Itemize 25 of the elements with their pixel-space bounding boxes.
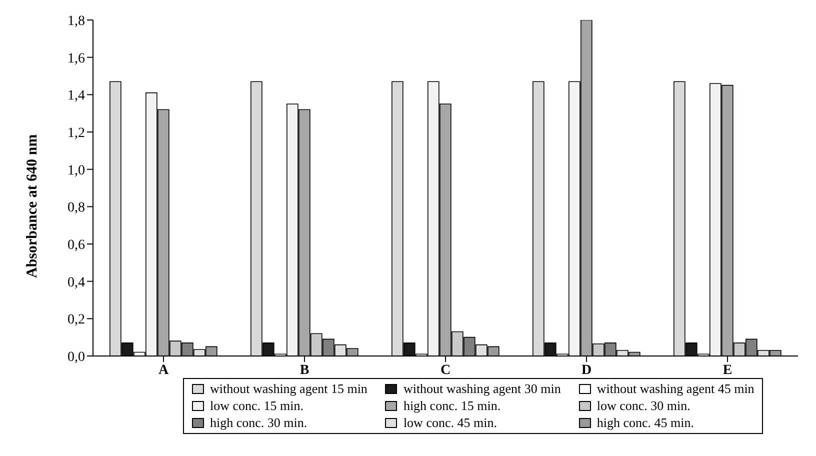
- y-tick-label: 0,0: [68, 350, 85, 365]
- legend-label: low conc. 15 min.: [210, 398, 304, 414]
- y-tick-label: 1,2: [68, 126, 85, 141]
- legend-label: without washing agent 15 min: [210, 381, 368, 397]
- x-tick-label: A: [158, 362, 170, 378]
- y-tick-label: 0,8: [68, 200, 85, 216]
- legend-label: high conc. 15 min.: [403, 398, 501, 414]
- legend-label: low conc. 45 min.: [403, 415, 497, 431]
- y-tick-label: 1,8: [68, 14, 85, 29]
- y-tick-label: 1,4: [68, 88, 85, 104]
- x-tick-label: C: [440, 362, 451, 378]
- legend-label: high conc. 30 min.: [210, 415, 308, 431]
- legend-label: without washing agent 45 min: [596, 381, 754, 397]
- y-axis-title: Absorbance at 640 nm: [24, 134, 40, 278]
- y-tick-label: 1,0: [68, 163, 85, 178]
- y-tick-label: 0,6: [68, 238, 85, 253]
- legend-label: without washing agent 30 min: [403, 381, 561, 397]
- x-tick-label: D: [581, 362, 592, 378]
- legend-label: high conc. 45 min.: [596, 415, 694, 431]
- y-tick-label: 0,4: [68, 275, 85, 290]
- y-tick-label: 0,2: [68, 312, 85, 328]
- x-tick-label: B: [300, 362, 310, 378]
- y-tick-label: 1,6: [68, 51, 85, 66]
- x-tick-label: E: [722, 362, 732, 378]
- legend-label: low conc. 30 min.: [596, 398, 690, 414]
